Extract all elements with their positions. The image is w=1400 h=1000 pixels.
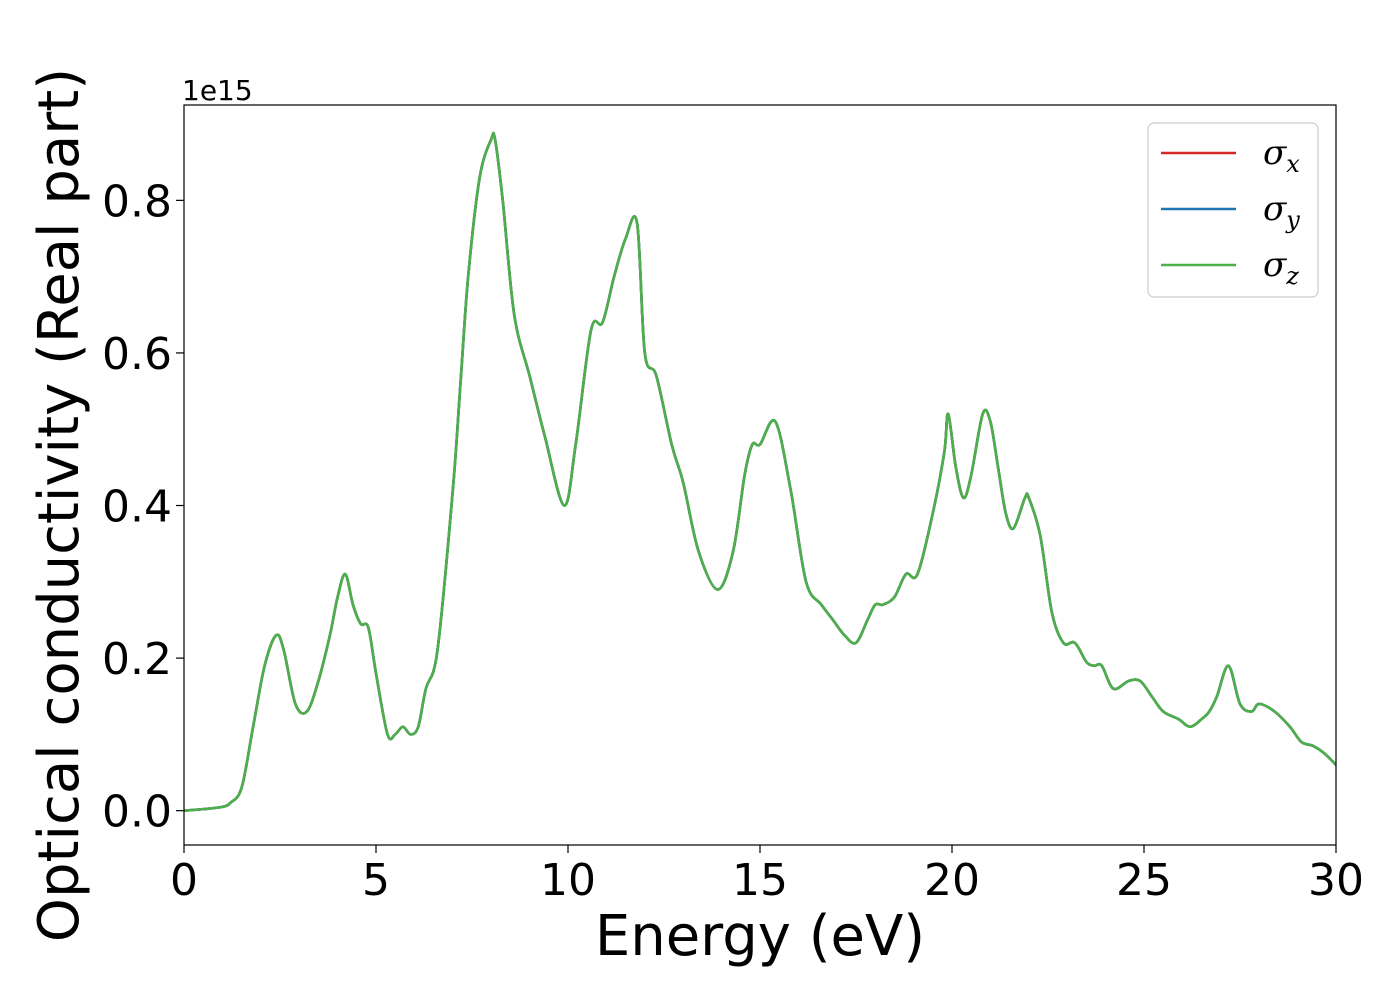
legend-subscript: z	[1285, 262, 1299, 290]
y-offset-label: 1e15	[182, 74, 253, 107]
legend-label-y: σy	[1263, 189, 1300, 234]
legend-label-x: σx	[1263, 133, 1300, 178]
y-tick-label: 0.6	[102, 329, 172, 380]
x-tick-label: 30	[1308, 855, 1364, 906]
x-tick-label: 25	[1116, 855, 1172, 906]
legend-subscript: y	[1285, 206, 1300, 234]
y-tick-label: 0.8	[102, 176, 172, 227]
x-axis-ticks: 0 5 10 15 20 25 30	[170, 845, 1364, 906]
x-tick-label: 15	[732, 855, 788, 906]
legend-symbol: σ	[1263, 245, 1287, 285]
x-tick-label: 0	[170, 855, 198, 906]
y-axis-title: Optical conductivity (Real part)	[27, 68, 92, 942]
legend-symbol: σ	[1263, 189, 1287, 229]
x-axis-title: Energy (eV)	[595, 904, 925, 969]
legend-subscript: x	[1286, 150, 1300, 178]
y-tick-label: 0.2	[102, 634, 172, 685]
series-line-z	[184, 131, 1336, 812]
legend-symbol: σ	[1263, 133, 1287, 173]
x-tick-label: 20	[924, 855, 980, 906]
y-axis-ticks: 0.0 0.2 0.4 0.6 0.8	[102, 176, 184, 838]
series-layer	[184, 131, 1336, 812]
legend-label-z: σz	[1263, 245, 1299, 290]
x-tick-label: 5	[362, 855, 390, 906]
x-tick-label: 10	[540, 855, 596, 906]
y-tick-label: 0.4	[102, 482, 172, 533]
y-tick-label: 0.0	[102, 787, 172, 838]
